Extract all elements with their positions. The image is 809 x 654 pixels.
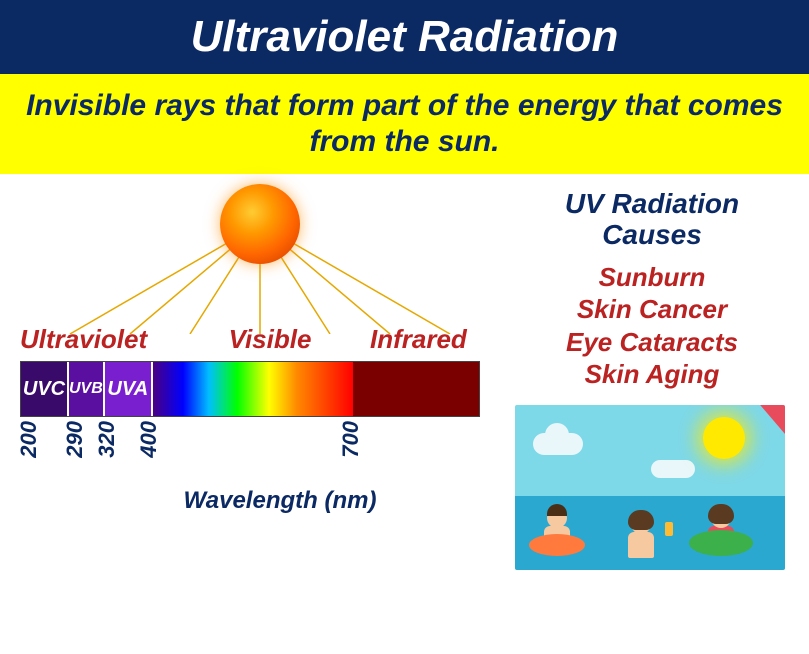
label-ultraviolet: Ultraviolet [20, 324, 180, 355]
causes-panel: UV Radiation Causes Sunburn Skin Cancer … [515, 184, 789, 570]
spectrum-region-labels: Ultraviolet Visible Infrared [20, 324, 500, 355]
tick-200: 200 [16, 421, 42, 458]
sun-icon [220, 184, 300, 264]
uvc-label: UVC [23, 378, 65, 401]
subtitle-bar: Invisible rays that form part of the ene… [0, 74, 809, 174]
tick-700: 700 [338, 421, 364, 458]
cause-eye-cataracts: Eye Cataracts [515, 326, 789, 359]
page-title: Ultraviolet Radiation [191, 12, 619, 61]
tick-400: 400 [136, 421, 162, 458]
segment-uva: UVA [105, 362, 153, 416]
axis-label: Wavelength (nm) [20, 487, 500, 515]
title-bar: Ultraviolet Radiation [0, 0, 809, 74]
wavelength-ticks: 200 290 320 400 700 [20, 421, 480, 481]
beach-sun-icon [703, 417, 745, 459]
label-visible: Visible [180, 324, 360, 355]
tick-290: 290 [62, 421, 88, 458]
segment-infrared [353, 362, 479, 416]
segment-uvc: UVC [21, 362, 69, 416]
segment-visible [153, 362, 353, 416]
cause-skin-cancer: Skin Cancer [515, 293, 789, 326]
uva-label: UVA [107, 378, 148, 401]
drink-icon [665, 522, 673, 536]
spectrum-bar: UVC UVB UVA [20, 361, 480, 417]
uvb-label: UVB [69, 380, 103, 398]
causes-heading: UV Radiation Causes [515, 189, 789, 251]
cause-sunburn: Sunburn [515, 261, 789, 294]
tick-320: 320 [94, 421, 120, 458]
person-icon [615, 514, 667, 558]
sun-diagram [20, 184, 500, 324]
cause-skin-aging: Skin Aging [515, 358, 789, 391]
person-icon [531, 508, 583, 552]
beach-illustration [515, 405, 785, 570]
person-icon [695, 508, 747, 552]
causes-heading-line2: Causes [602, 219, 702, 250]
cloud-icon [533, 433, 583, 455]
subtitle-text: Invisible rays that form part of the ene… [26, 89, 783, 158]
cloud-icon [651, 460, 695, 478]
umbrella-icon [755, 405, 785, 469]
content-area: Ultraviolet Visible Infrared UVC UVB UVA… [0, 174, 809, 580]
spectrum-panel: Ultraviolet Visible Infrared UVC UVB UVA… [20, 184, 500, 570]
causes-heading-line1: UV Radiation [565, 188, 739, 219]
label-infrared: Infrared [360, 324, 500, 355]
segment-uvb: UVB [69, 362, 105, 416]
